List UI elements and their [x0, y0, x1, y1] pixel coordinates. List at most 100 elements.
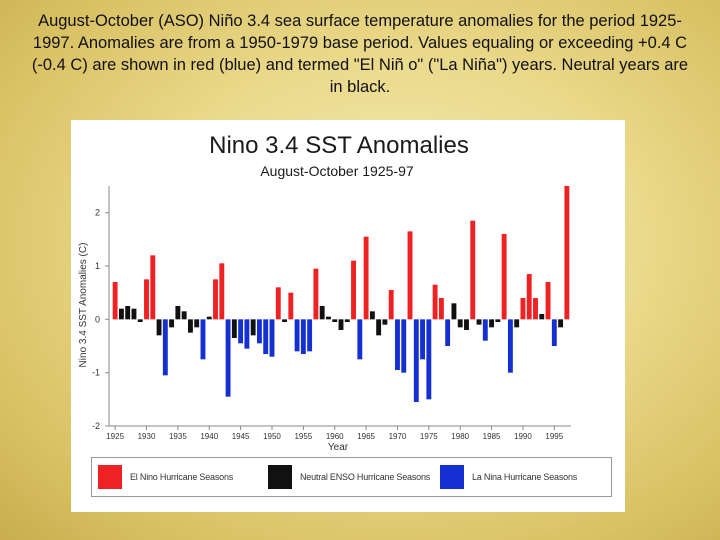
bar-1937 — [187, 319, 193, 333]
bar-1925 — [112, 282, 118, 320]
chart-subtitle: August-October 1925-97 — [260, 163, 414, 179]
bar-1958 — [319, 306, 325, 320]
legend-item-neutral: Neutral ENSO Hurricane Seasons — [268, 465, 430, 489]
x-tick-label: 1960 — [326, 432, 344, 441]
legend-item-la-nina: La Nina Hurricane Seasons — [440, 465, 577, 489]
bar-1974 — [420, 319, 426, 360]
bar-1983 — [476, 319, 482, 325]
bar-1943 — [225, 319, 231, 397]
bar-1929 — [137, 319, 143, 322]
bar-1967 — [376, 319, 382, 336]
bar-1966 — [369, 311, 375, 320]
x-axis-label: Year — [328, 442, 349, 453]
bar-1988 — [507, 319, 513, 373]
y-tick-label: 1 — [95, 261, 100, 271]
bar-1990 — [520, 298, 526, 320]
bar-1979 — [451, 303, 457, 320]
bar-1940 — [206, 316, 212, 320]
bar-1944 — [231, 319, 237, 338]
bar-1968 — [382, 319, 388, 325]
plot-area: 2 1 0 -1 -2 1925 1930 1935 1940 1945 1950 1955 1960 1… — [92, 186, 571, 441]
bar-1982 — [470, 220, 476, 320]
legend-label-el-nino: El Nino Hurricane Seasons — [130, 472, 234, 482]
bar-1986 — [495, 319, 501, 322]
bar-1942 — [219, 263, 225, 320]
bar-1931 — [150, 255, 156, 320]
bar-1964 — [357, 319, 363, 360]
bar-1965 — [363, 236, 369, 320]
bar-1992 — [533, 298, 538, 320]
bar-1950 — [269, 319, 275, 357]
y-axis-label: Nino 3.4 SST Anomalies (C) — [78, 243, 89, 368]
bar-1984 — [482, 319, 488, 341]
legend-label-neutral: Neutral ENSO Hurricane Seasons — [300, 472, 431, 482]
bar-1977 — [438, 298, 444, 320]
bar-1932 — [156, 319, 162, 336]
legend-swatch-black — [268, 465, 292, 489]
bar-1981 — [464, 319, 469, 330]
bar-1930 — [144, 279, 149, 320]
bar-1934 — [169, 319, 175, 328]
legend-label-la-nina: La Nina Hurricane Seasons — [472, 472, 578, 482]
y-tick-label: 0 — [95, 314, 100, 324]
x-tick-label: 1975 — [420, 432, 438, 441]
y-tick-label: -2 — [92, 421, 100, 431]
x-tick-label: 1955 — [294, 432, 312, 441]
legend-item-el-nino: El Nino Hurricane Seasons — [98, 465, 233, 489]
x-tick-label: 1970 — [389, 432, 407, 441]
bar-1961 — [338, 319, 344, 330]
x-tick-label: 1995 — [545, 432, 563, 441]
bar-1997 — [564, 186, 570, 320]
x-tick-label: 1965 — [357, 432, 375, 441]
bar-1938 — [194, 319, 200, 328]
bar-1945 — [238, 319, 244, 344]
bar-1953 — [288, 292, 294, 320]
bar-1933 — [162, 319, 168, 376]
bar-1978 — [445, 319, 451, 346]
bar-1957 — [313, 268, 319, 320]
bar-1949 — [263, 319, 269, 354]
bar-1993 — [539, 314, 545, 320]
bar-1970 — [395, 319, 400, 370]
chart-panel: Nino 3.4 SST Anomalies August-October 19… — [71, 120, 625, 512]
bar-1963 — [351, 260, 356, 320]
bar-1972 — [407, 231, 413, 320]
bar-1976 — [432, 284, 438, 320]
x-tick-label: 1940 — [200, 432, 218, 441]
bar-1987 — [501, 234, 507, 320]
bar-1980 — [457, 319, 463, 328]
x-tick-label: 1925 — [106, 432, 124, 441]
bar-1995 — [551, 319, 557, 346]
legend-swatch-blue — [440, 465, 464, 489]
bar-1959 — [326, 316, 331, 320]
bar-1996 — [558, 319, 564, 328]
legend: El Nino Hurricane Seasons Neutral ENSO H… — [91, 457, 612, 497]
bar-1955 — [300, 319, 306, 354]
bar-1939 — [200, 319, 206, 360]
bar-1946 — [244, 319, 250, 349]
x-tick-label: 1985 — [483, 432, 501, 441]
bar-1941 — [213, 279, 218, 320]
x-tick-label: 1935 — [169, 432, 187, 441]
x-tick-label: 1980 — [451, 432, 469, 441]
bar-1952 — [282, 319, 287, 322]
chart-svg: Nino 3.4 SST Anomalies August-October 19… — [78, 132, 571, 453]
bar-1985 — [489, 319, 495, 328]
bar-1928 — [131, 308, 137, 320]
bar-1956 — [307, 319, 313, 352]
bar-1927 — [125, 306, 131, 320]
bar-1973 — [413, 319, 419, 402]
bar-1954 — [294, 319, 300, 352]
y-tick-label: 2 — [95, 208, 100, 218]
bar-1951 — [275, 287, 281, 320]
bar-1969 — [388, 290, 394, 320]
bar-1960 — [332, 319, 338, 322]
chart-title: Nino 3.4 SST Anomalies — [209, 132, 469, 159]
bar-1935 — [175, 306, 181, 320]
bar-1962 — [344, 319, 350, 322]
bar-1947 — [250, 319, 256, 336]
x-tick-label: 1990 — [514, 432, 532, 441]
x-tick-label: 1945 — [232, 432, 250, 441]
legend-swatch-red — [98, 465, 122, 489]
bar-1994 — [545, 282, 551, 320]
